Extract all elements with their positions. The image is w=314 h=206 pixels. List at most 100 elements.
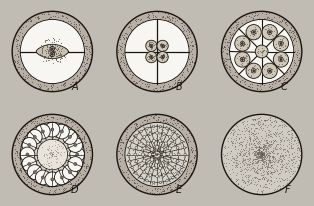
Circle shape xyxy=(117,114,197,195)
Circle shape xyxy=(54,170,69,185)
Text: F: F xyxy=(285,185,290,195)
Circle shape xyxy=(131,166,133,169)
Circle shape xyxy=(155,145,159,149)
Circle shape xyxy=(128,160,131,162)
Circle shape xyxy=(125,122,189,187)
Circle shape xyxy=(147,142,150,145)
Circle shape xyxy=(151,45,152,46)
Circle shape xyxy=(161,55,164,59)
Circle shape xyxy=(45,122,60,137)
Text: B: B xyxy=(176,82,182,92)
Circle shape xyxy=(20,147,35,162)
Circle shape xyxy=(143,171,146,173)
Circle shape xyxy=(68,157,83,171)
Circle shape xyxy=(51,54,53,55)
Circle shape xyxy=(164,142,167,145)
Circle shape xyxy=(177,172,179,174)
Circle shape xyxy=(150,158,154,162)
Circle shape xyxy=(152,139,155,142)
Circle shape xyxy=(148,153,152,156)
Circle shape xyxy=(155,160,159,164)
Circle shape xyxy=(235,52,250,67)
Circle shape xyxy=(70,147,85,162)
Circle shape xyxy=(235,36,250,51)
Circle shape xyxy=(159,167,162,170)
Circle shape xyxy=(62,165,77,180)
Circle shape xyxy=(143,147,146,150)
Circle shape xyxy=(159,125,162,128)
Circle shape xyxy=(253,70,254,71)
Circle shape xyxy=(146,127,148,129)
Circle shape xyxy=(177,135,179,137)
Circle shape xyxy=(12,11,93,92)
Circle shape xyxy=(279,41,283,46)
Circle shape xyxy=(162,153,166,156)
Circle shape xyxy=(172,176,174,179)
Circle shape xyxy=(68,135,72,138)
Circle shape xyxy=(20,19,84,84)
Circle shape xyxy=(151,57,152,58)
Circle shape xyxy=(166,127,168,129)
Text: D: D xyxy=(71,185,78,195)
Circle shape xyxy=(252,69,256,73)
Circle shape xyxy=(41,176,44,179)
Circle shape xyxy=(273,52,289,67)
Circle shape xyxy=(177,153,180,156)
Circle shape xyxy=(146,52,157,63)
Circle shape xyxy=(20,122,84,187)
Circle shape xyxy=(68,171,72,174)
Circle shape xyxy=(27,165,42,180)
Circle shape xyxy=(160,147,164,151)
Circle shape xyxy=(262,63,277,78)
Circle shape xyxy=(20,19,84,84)
Circle shape xyxy=(170,153,173,156)
Circle shape xyxy=(181,166,183,169)
Circle shape xyxy=(138,166,141,169)
Circle shape xyxy=(183,160,186,162)
Circle shape xyxy=(51,178,54,181)
Circle shape xyxy=(150,147,154,151)
Circle shape xyxy=(141,153,144,156)
Circle shape xyxy=(33,171,36,174)
Circle shape xyxy=(27,129,42,144)
Circle shape xyxy=(253,32,254,33)
Circle shape xyxy=(184,153,186,156)
Circle shape xyxy=(176,160,179,163)
Circle shape xyxy=(168,159,171,162)
Circle shape xyxy=(135,172,137,174)
Circle shape xyxy=(172,130,174,133)
Circle shape xyxy=(143,159,146,162)
Text: E: E xyxy=(176,185,182,195)
Circle shape xyxy=(152,125,155,128)
Circle shape xyxy=(143,136,146,138)
Circle shape xyxy=(280,59,282,60)
Circle shape xyxy=(62,129,77,144)
Circle shape xyxy=(159,181,162,184)
Circle shape xyxy=(162,174,165,177)
Circle shape xyxy=(157,52,168,63)
Circle shape xyxy=(173,166,176,169)
Circle shape xyxy=(242,59,243,60)
Circle shape xyxy=(183,147,186,149)
Circle shape xyxy=(268,69,272,73)
Circle shape xyxy=(242,43,243,44)
Circle shape xyxy=(149,174,152,177)
Circle shape xyxy=(273,36,289,51)
Circle shape xyxy=(51,128,54,131)
Circle shape xyxy=(150,44,153,48)
Circle shape xyxy=(135,160,138,163)
Circle shape xyxy=(252,30,256,34)
Circle shape xyxy=(22,157,37,171)
Circle shape xyxy=(125,19,189,84)
Circle shape xyxy=(35,124,50,139)
Polygon shape xyxy=(36,44,68,59)
Circle shape xyxy=(162,45,163,46)
Circle shape xyxy=(150,55,153,59)
Circle shape xyxy=(125,19,189,84)
Circle shape xyxy=(135,135,137,137)
Circle shape xyxy=(255,45,268,58)
Circle shape xyxy=(168,171,171,173)
Circle shape xyxy=(262,25,277,40)
Circle shape xyxy=(140,130,142,133)
Circle shape xyxy=(22,138,37,152)
